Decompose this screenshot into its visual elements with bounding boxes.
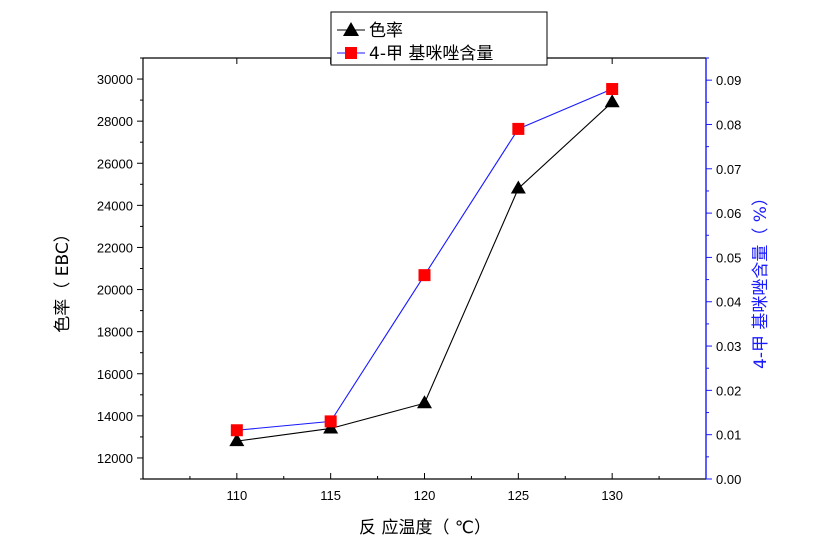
data-point-triangle [510, 180, 526, 194]
x-tick-label: 120 [414, 488, 436, 503]
data-point-triangle [229, 433, 245, 447]
legend-box [330, 11, 548, 66]
y-right-tick-label: 0.05 [716, 250, 741, 265]
legend-marker-triangle [343, 22, 359, 36]
y-left-tick-label: 26000 [97, 156, 133, 171]
y-left-tick-label: 22000 [97, 240, 133, 255]
y-right-tick-label: 0.06 [716, 206, 741, 221]
legend-entry-4mei: 4-甲 基咪唑含量 [337, 44, 493, 64]
legend: 色率 4-甲 基咪唑含量 [330, 11, 548, 66]
series-line-1 [236, 88, 613, 431]
data-point-triangle [604, 94, 620, 108]
y-left-tick-label: 24000 [97, 198, 133, 213]
y-right-tick-label: 0.02 [716, 383, 741, 398]
legend-marker-square [345, 47, 357, 59]
series-layer [229, 83, 620, 447]
y-left-tick-label: 12000 [97, 451, 133, 466]
y-left-tick-label: 16000 [97, 367, 133, 382]
x-tick-label: 110 [226, 488, 247, 503]
x-axis-title: 反 应温度（ ℃） [359, 518, 491, 538]
y-left-tick-label: 14000 [97, 409, 133, 424]
y-right-tick-label: 0.09 [716, 73, 741, 88]
x-tick-label: 130 [601, 488, 623, 503]
data-point-square [512, 122, 525, 135]
legend-entry-color: 色率 [337, 21, 403, 41]
x-tick-label: 125 [507, 488, 529, 503]
y-left-tick-label: 18000 [97, 325, 133, 340]
data-point-square [606, 83, 619, 96]
data-point-square [230, 424, 243, 437]
data-point-square [418, 269, 431, 282]
legend-label-color: 色率 [369, 21, 403, 41]
y-right-tick-label: 0.03 [716, 339, 741, 354]
y-axis-left-title: 色率（ EBC） [53, 225, 73, 332]
y-right-tick-label: 0.00 [716, 472, 741, 487]
y-right-tick-label: 0.07 [716, 162, 741, 177]
y-right-tick-label: 0.01 [716, 428, 741, 443]
y-right-tick-label: 0.04 [716, 295, 741, 310]
legend-label-4mei: 4-甲 基咪唑含量 [369, 44, 493, 64]
y-left-tick-label: 30000 [97, 72, 133, 87]
y-axis-right-title: 4-甲 基咪唑含量（ %） [751, 189, 771, 369]
axes: 110 115 120 125 130 12000 14000 16000 18000 20000… [97, 57, 741, 503]
x-tick-label: 115 [320, 488, 341, 503]
y-left-tick-label: 28000 [97, 114, 133, 129]
data-point-square [324, 415, 337, 428]
y-left-tick-label: 20000 [97, 283, 133, 298]
y-right-tick-label: 0.08 [716, 117, 741, 132]
data-point-triangle [417, 395, 432, 409]
